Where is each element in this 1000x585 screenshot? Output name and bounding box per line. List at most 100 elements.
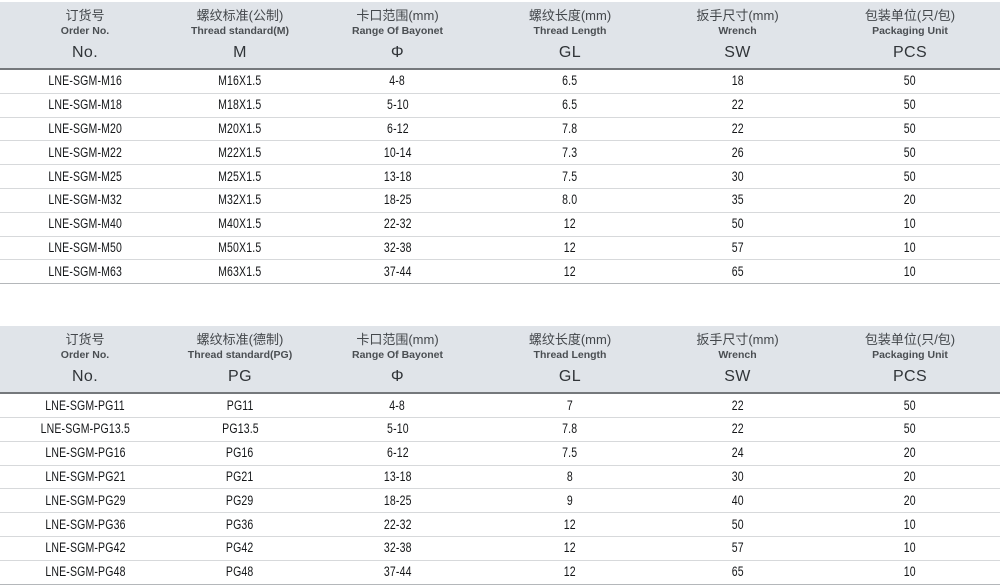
value-cell: 7.5 — [485, 441, 655, 466]
cell-text: LNE-SGM-PG21 — [44, 468, 126, 484]
cell-text: 24 — [731, 445, 744, 461]
column-label-zh: 卡口范围(mm) — [356, 8, 439, 23]
value-cell: 10-14 — [310, 140, 485, 166]
cell-text: 22-32 — [383, 516, 412, 532]
column-symbol: No. — [71, 368, 99, 386]
cell-text: 10 — [903, 216, 917, 232]
value-cell: 5-10 — [310, 417, 485, 442]
value-cell: 10 — [820, 212, 1000, 237]
table-row: LNE-SGM-PG42 PG42 32-38 12 57 10 — [0, 536, 1000, 561]
order-no-cell: LNE-SGM-PG48 — [0, 560, 170, 585]
column-symbol: Φ — [390, 368, 405, 386]
cell-text: M18X1.5 — [218, 97, 262, 113]
cell-text: 12 — [563, 239, 577, 255]
cell-text: 13-18 — [383, 168, 412, 184]
cell-text: PG21 — [226, 468, 254, 484]
column-label-zh: 包装单位(只/包) — [864, 8, 956, 23]
column-symbol: M — [233, 44, 247, 61]
table-row: LNE-SGM-PG48 PG48 37-44 12 65 10 — [0, 560, 1000, 585]
value-cell: 35 — [655, 188, 820, 213]
cell-text: 12 — [563, 263, 577, 279]
value-cell: 22 — [655, 93, 820, 118]
table-row: LNE-SGM-PG16 PG16 6-12 7.5 24 20 — [0, 441, 1000, 466]
cell-text: 7 — [566, 397, 574, 413]
cell-text: 6.5 — [562, 73, 578, 89]
value-cell: M63X1.5 — [170, 259, 310, 285]
cell-text: 13-18 — [383, 468, 412, 484]
cell-text: PG48 — [226, 564, 254, 580]
column-header-no: 订货号 Order No. No. — [0, 2, 170, 70]
cell-text: M25X1.5 — [218, 168, 262, 184]
cell-text: 10 — [903, 564, 917, 580]
metric-table-body: LNE-SGM-M16 M16X1.5 4-8 6.5 18 50 LNE-SGM-M18 M… — [0, 69, 1000, 285]
cell-text: PG36 — [226, 516, 254, 532]
value-cell: 6.5 — [485, 93, 655, 118]
value-cell: 50 — [820, 417, 1000, 442]
cell-text: 10-14 — [383, 144, 412, 160]
value-cell: 7.8 — [485, 417, 655, 442]
order-no-cell: LNE-SGM-PG42 — [0, 536, 170, 561]
cell-text: LNE-SGM-M16 — [48, 73, 122, 89]
cell-text: LNE-SGM-M20 — [48, 120, 122, 136]
value-cell: 40 — [655, 488, 820, 514]
cell-text: 10 — [903, 516, 917, 532]
column-label-zh: 订货号 — [65, 332, 105, 348]
column-header-no: 订货号 Order No. No. — [0, 326, 170, 395]
cell-text: LNE-SGM-M22 — [48, 144, 122, 160]
value-cell: 4-8 — [310, 393, 485, 418]
column-symbol: No. — [71, 44, 99, 61]
cell-text: 4-8 — [389, 397, 406, 413]
column-symbol: SW — [724, 44, 751, 61]
value-cell: 57 — [655, 536, 820, 561]
cell-text: 20 — [903, 468, 917, 484]
order-no-cell: LNE-SGM-M25 — [0, 164, 170, 189]
value-cell: M32X1.5 — [170, 188, 310, 213]
cell-text: 35 — [731, 192, 744, 208]
value-cell: 50 — [655, 512, 820, 537]
order-no-cell: LNE-SGM-PG16 — [0, 441, 170, 466]
cell-text: 5-10 — [386, 97, 409, 113]
cell-text: 12 — [563, 216, 577, 232]
cell-text: 50 — [903, 144, 917, 160]
cell-text: 57 — [731, 540, 744, 556]
value-cell: 24 — [655, 441, 820, 466]
table-row: LNE-SGM-M50 M50X1.5 32-38 12 57 10 — [0, 236, 1000, 261]
column-symbol: PCS — [892, 44, 928, 61]
value-cell: 10 — [820, 536, 1000, 561]
column-symbol: GL — [558, 368, 582, 386]
value-cell: 22 — [655, 117, 820, 142]
value-cell: M40X1.5 — [170, 212, 310, 237]
value-cell: 20 — [820, 488, 1000, 514]
value-cell: 50 — [820, 93, 1000, 118]
order-no-cell: LNE-SGM-M18 — [0, 93, 170, 118]
value-cell: 6.5 — [485, 69, 655, 94]
table-row: LNE-SGM-M40 M40X1.5 22-32 12 50 10 — [0, 212, 1000, 237]
cell-text: LNE-SGM-PG48 — [44, 564, 126, 580]
order-no-cell: LNE-SGM-PG13.5 — [0, 417, 170, 442]
order-no-cell: LNE-SGM-M22 — [0, 140, 170, 166]
column-label-en: Range Of Bayonet — [351, 349, 443, 362]
value-cell: 7.5 — [485, 164, 655, 189]
metric-thread-spec-table: 订货号 Order No. No. 螺纹标准(公制) Thread standard(M… — [0, 2, 1000, 285]
value-cell: 13-18 — [310, 465, 485, 490]
table-row: LNE-SGM-PG21 PG21 13-18 8 30 20 — [0, 465, 1000, 490]
value-cell: M18X1.5 — [170, 93, 310, 118]
column-header-: 卡口范围(mm) Range Of Bayonet Φ — [310, 326, 485, 395]
cell-text: 65 — [731, 263, 744, 279]
cell-text: LNE-SGM-PG29 — [44, 492, 126, 508]
cell-text: LNE-SGM-PG11 — [45, 397, 125, 413]
table-row: LNE-SGM-M20 M20X1.5 6-12 7.8 22 50 — [0, 117, 1000, 142]
pg-table-header: 订货号 Order No. No. 螺纹标准(德制) Thread standard(P… — [0, 326, 1000, 395]
column-label-zh: 扳手尺寸(mm) — [696, 332, 779, 348]
cell-text: LNE-SGM-M40 — [48, 216, 122, 232]
cell-text: PG29 — [226, 492, 254, 508]
cell-text: 7.5 — [562, 445, 578, 461]
value-cell: 10 — [820, 560, 1000, 585]
order-no-cell: LNE-SGM-M50 — [0, 236, 170, 261]
table-row: LNE-SGM-PG29 PG29 18-25 9 40 20 — [0, 488, 1000, 514]
cell-text: 5-10 — [386, 421, 409, 437]
cell-text: 6-12 — [386, 120, 409, 136]
cell-text: LNE-SGM-PG42 — [44, 540, 126, 556]
value-cell: 12 — [485, 212, 655, 237]
